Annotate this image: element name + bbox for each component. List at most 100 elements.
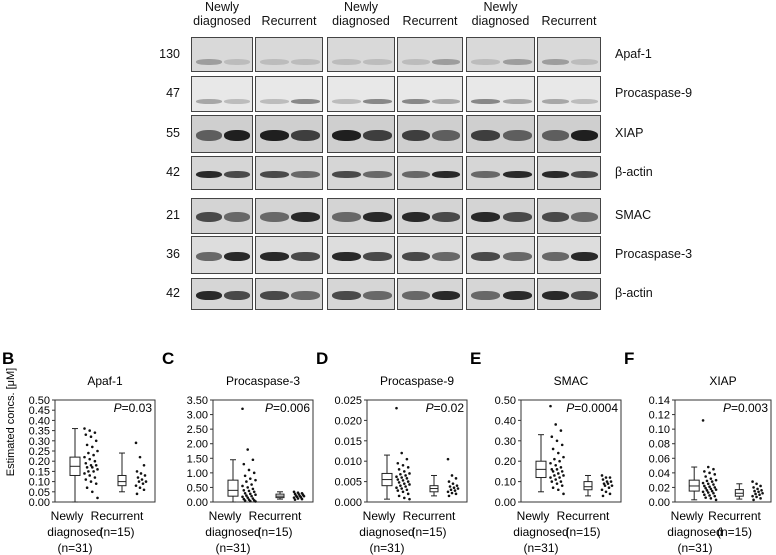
protein-band (502, 170, 532, 178)
x-category-label: (n=31) (677, 541, 712, 555)
data-point (449, 488, 453, 492)
protein-band (471, 58, 501, 65)
plot-frame (212, 399, 314, 503)
protein-band (401, 251, 430, 261)
data-point (144, 480, 148, 483)
molecular-weight-label: 21 (166, 208, 180, 222)
blot-strip (397, 198, 463, 234)
data-point (557, 472, 560, 475)
y-tick-label: 0.45 (29, 405, 50, 417)
data-point (91, 490, 94, 494)
protein-band (332, 129, 361, 141)
chart-title: Procaspase-9 (380, 374, 454, 388)
data-point (242, 489, 246, 492)
y-tick-label: 0.00 (649, 497, 670, 509)
protein-band (471, 290, 501, 300)
x-category-label: Recurrent (403, 509, 456, 523)
blot-strip (255, 236, 323, 274)
data-point (713, 494, 717, 498)
x-category-label: diagnosed (359, 525, 414, 539)
data-point (401, 479, 405, 482)
data-point (554, 463, 557, 467)
data-point (399, 472, 402, 476)
p-value-label: P=0.03 (114, 401, 153, 415)
data-point (713, 486, 717, 489)
protein-band (541, 290, 569, 300)
y-tick-label: 0.02 (649, 482, 670, 494)
protein-band (332, 58, 361, 65)
box-plot-panels: Estimated concs. [μM]BApaf-10.000.050.10… (2, 349, 772, 555)
data-point (557, 488, 560, 492)
protein-band (291, 290, 320, 300)
x-category-label: (n=15) (257, 525, 292, 539)
blot-strip (466, 156, 535, 190)
data-point (601, 494, 605, 498)
blot-strip (191, 236, 253, 274)
data-point (405, 477, 409, 480)
blot-strip (191, 156, 253, 190)
protein-band (291, 58, 320, 65)
y-tick-label: 0.000 (334, 497, 362, 509)
data-point (704, 475, 707, 478)
data-point (756, 487, 759, 491)
data-point (752, 498, 755, 502)
data-point (403, 470, 406, 473)
data-point (293, 498, 297, 501)
data-point (93, 431, 97, 434)
protein-band (502, 98, 532, 104)
chart-title: SMAC (554, 374, 589, 388)
data-point (550, 468, 554, 471)
blot-strip (327, 37, 395, 72)
x-category-label: (n=15) (99, 525, 134, 539)
chart-panel-e: E SMAC 0.00 0.10 0.20 0.30 0.40 0.50 P=0.0004 New… (470, 349, 622, 555)
protein-band (195, 212, 222, 222)
data-point (404, 485, 407, 488)
data-point (706, 465, 710, 469)
data-point (88, 429, 91, 432)
protein-band (195, 290, 222, 300)
data-point (754, 492, 757, 496)
protein-label: Apaf-1 (615, 46, 652, 61)
protein-band (571, 58, 599, 65)
data-point (559, 466, 563, 469)
protein-band (432, 58, 461, 65)
y-tick-label: 0.20 (29, 456, 50, 468)
protein-band (260, 251, 289, 261)
data-point (242, 462, 246, 466)
protein-band (195, 98, 222, 104)
data-point (302, 494, 306, 498)
protein-band (502, 290, 532, 300)
data-point (603, 484, 607, 487)
protein-band (401, 129, 430, 141)
blot-strip (191, 278, 253, 310)
data-point (455, 484, 459, 487)
chart-panel-b: BApaf-10.000.050.100.150.200.250.300.350… (2, 349, 156, 555)
chart-title: XIAP (709, 374, 736, 388)
data-point (751, 494, 754, 498)
molecular-weight-label: 42 (166, 286, 180, 300)
data-point (140, 478, 144, 481)
data-point (245, 494, 248, 497)
protein-band (195, 251, 222, 261)
blot-strip (397, 278, 463, 310)
box-iqr (227, 479, 239, 497)
data-point (395, 406, 398, 410)
y-tick-label: 1.00 (187, 468, 208, 480)
protein-band (541, 58, 569, 65)
protein-band (363, 290, 392, 300)
blot-strip (327, 198, 395, 234)
data-point (251, 487, 255, 491)
data-point (549, 404, 552, 408)
data-point (703, 470, 706, 473)
blot-strip (327, 278, 395, 310)
data-point (562, 455, 565, 459)
y-tick-label: 2.50 (187, 424, 208, 436)
protein-band (502, 251, 532, 261)
data-point (300, 497, 304, 501)
y-tick-label: 0.40 (29, 415, 50, 427)
chart-panel-c: C Procaspase-3 0.00 0.50 1.00 1.50 2.00 2.50 3.0… (162, 349, 314, 555)
data-point (403, 496, 406, 500)
protein-band (224, 129, 251, 141)
blot-strip (537, 115, 601, 153)
protein-band (332, 98, 361, 104)
